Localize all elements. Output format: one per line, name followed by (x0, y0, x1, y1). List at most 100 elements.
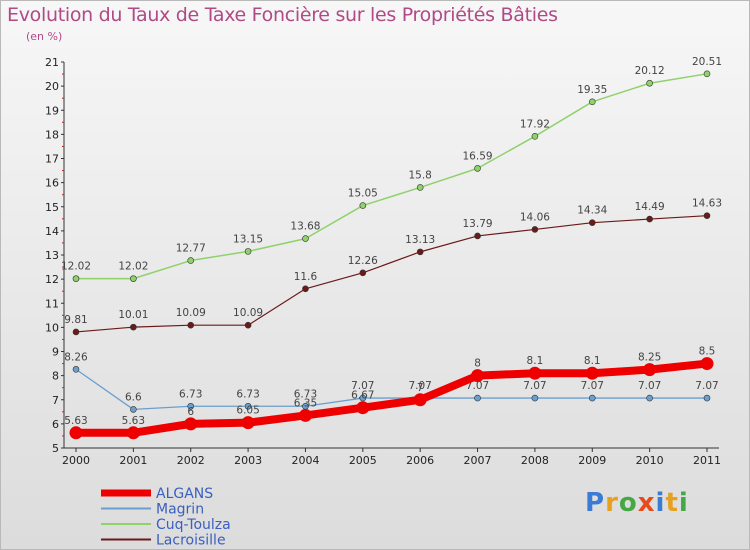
y-tick-label: 18 (45, 128, 59, 141)
data-label-magrin: 7.07 (695, 380, 718, 392)
data-label-magrin: 7.07 (408, 380, 431, 392)
data-label-lacroisille: 10.09 (233, 307, 263, 319)
data-label-algans: 5.63 (64, 415, 87, 427)
y-tick-label: 9 (52, 346, 59, 359)
data-point-algans (528, 366, 542, 380)
data-point-algans (241, 416, 255, 430)
data-point-lacroisille (416, 248, 424, 256)
data-label-algans: 6.05 (236, 405, 259, 417)
legend-label-magrin: Magrin (156, 502, 204, 518)
data-point-lacroisille (531, 226, 539, 233)
x-tick-label: 2002 (177, 454, 205, 467)
data-label-algans: 8.5 (699, 346, 716, 358)
x-tick-label: 2007 (464, 454, 492, 467)
data-label-cuq-toulza: 15.05 (348, 188, 378, 200)
x-tick-label: 2009 (578, 454, 606, 467)
data-point-lacroisille (703, 212, 711, 219)
data-label-lacroisille: 13.79 (463, 218, 493, 230)
proxiti-logo: Proxiti (585, 488, 689, 518)
data-label-magrin: 7.07 (466, 380, 489, 392)
data-point-magrin (359, 394, 367, 402)
data-point-cuq-toulza (130, 275, 137, 282)
data-label-algans: 6.35 (294, 397, 317, 409)
y-tick-label: 8 (52, 370, 59, 383)
data-point-cuq-toulza (703, 70, 711, 78)
data-label-cuq-toulza: 13.68 (290, 221, 320, 233)
data-point-algans (585, 366, 599, 380)
x-tick-label: 2006 (406, 454, 434, 467)
data-point-magrin (646, 394, 653, 402)
data-label-algans: 6.67 (351, 390, 374, 402)
y-tick-label: 21 (45, 56, 59, 69)
data-point-magrin (474, 394, 481, 402)
data-label-lacroisille: 14.34 (577, 205, 607, 217)
data-label-lacroisille: 10.01 (118, 309, 148, 321)
data-label-lacroisille: 11.6 (294, 271, 318, 283)
data-label-cuq-toulza: 12.02 (118, 261, 148, 273)
data-point-algans (69, 426, 83, 440)
data-label-cuq-toulza: 12.02 (61, 261, 91, 273)
data-point-cuq-toulza (646, 79, 653, 87)
data-label-lacroisille: 14.49 (635, 201, 665, 213)
data-label-lacroisille: 12.26 (348, 255, 378, 267)
chart-title: Evolution du Taux de Taxe Foncière sur l… (7, 4, 558, 26)
data-point-algans (700, 357, 714, 371)
data-label-magrin: 8.26 (64, 351, 88, 363)
data-point-lacroisille (474, 232, 481, 240)
y-tick-label: 15 (45, 201, 59, 214)
data-label-cuq-toulza: 15.8 (408, 169, 431, 181)
data-point-cuq-toulza (416, 184, 424, 191)
data-label-magrin: 7.07 (581, 380, 604, 392)
data-point-lacroisille (302, 285, 309, 293)
data-label-cuq-toulza: 16.59 (463, 150, 493, 162)
data-point-magrin (703, 394, 711, 402)
data-point-lacroisille (244, 321, 252, 329)
legend-label-lacroisille: Lacroisille (156, 533, 226, 549)
data-point-lacroisille (588, 219, 596, 226)
data-label-cuq-toulza: 19.35 (577, 84, 607, 96)
y-tick-label: 6 (52, 418, 59, 431)
data-point-magrin (130, 406, 137, 413)
x-tick-label: 2004 (291, 454, 319, 467)
x-tick-label: 2008 (521, 454, 549, 467)
data-label-magrin: 6.73 (179, 388, 202, 400)
data-point-lacroisille (646, 215, 653, 223)
data-label-lacroisille: 10.09 (176, 307, 206, 319)
data-point-cuq-toulza (187, 257, 195, 264)
y-tick-label: 5 (52, 442, 59, 455)
y-tick-label: 7 (52, 394, 59, 407)
data-point-algans (126, 426, 140, 440)
data-label-cuq-toulza: 20.51 (692, 56, 722, 68)
data-point-lacroisille (359, 269, 367, 277)
y-tick-label: 16 (45, 177, 59, 190)
data-label-algans: 8 (474, 358, 481, 370)
data-point-lacroisille (72, 328, 80, 336)
legend-label-algans: ALGANS (156, 486, 213, 502)
data-point-cuq-toulza (474, 165, 481, 172)
x-tick-label: 2003 (234, 454, 262, 467)
data-label-algans: 8.1 (527, 355, 544, 367)
series-line-algans (72, 359, 711, 437)
data-label-lacroisille: 13.13 (405, 234, 435, 246)
data-label-magrin: 6.6 (125, 391, 142, 403)
data-point-cuq-toulza (302, 235, 309, 242)
x-tick-label: 2000 (62, 454, 90, 467)
data-label-cuq-toulza: 13.15 (233, 233, 263, 245)
data-point-magrin (588, 394, 596, 402)
y-tick-label: 14 (45, 225, 59, 238)
data-label-magrin: 7.07 (523, 380, 546, 392)
data-point-cuq-toulza (531, 133, 539, 140)
data-label-magrin: 6.73 (294, 388, 317, 400)
data-label-cuq-toulza: 20.12 (635, 65, 665, 77)
data-point-lacroisille (130, 323, 137, 331)
y-tick-label: 10 (45, 321, 59, 334)
y-tick-label: 20 (45, 80, 59, 93)
data-point-cuq-toulza (588, 98, 596, 106)
data-point-algans (356, 401, 370, 415)
y-tick-label: 17 (45, 153, 59, 166)
series-line-lacroisille (75, 215, 708, 333)
y-tick-label: 19 (45, 104, 59, 117)
x-tick-label: 2010 (636, 454, 664, 467)
data-point-cuq-toulza (359, 202, 367, 209)
